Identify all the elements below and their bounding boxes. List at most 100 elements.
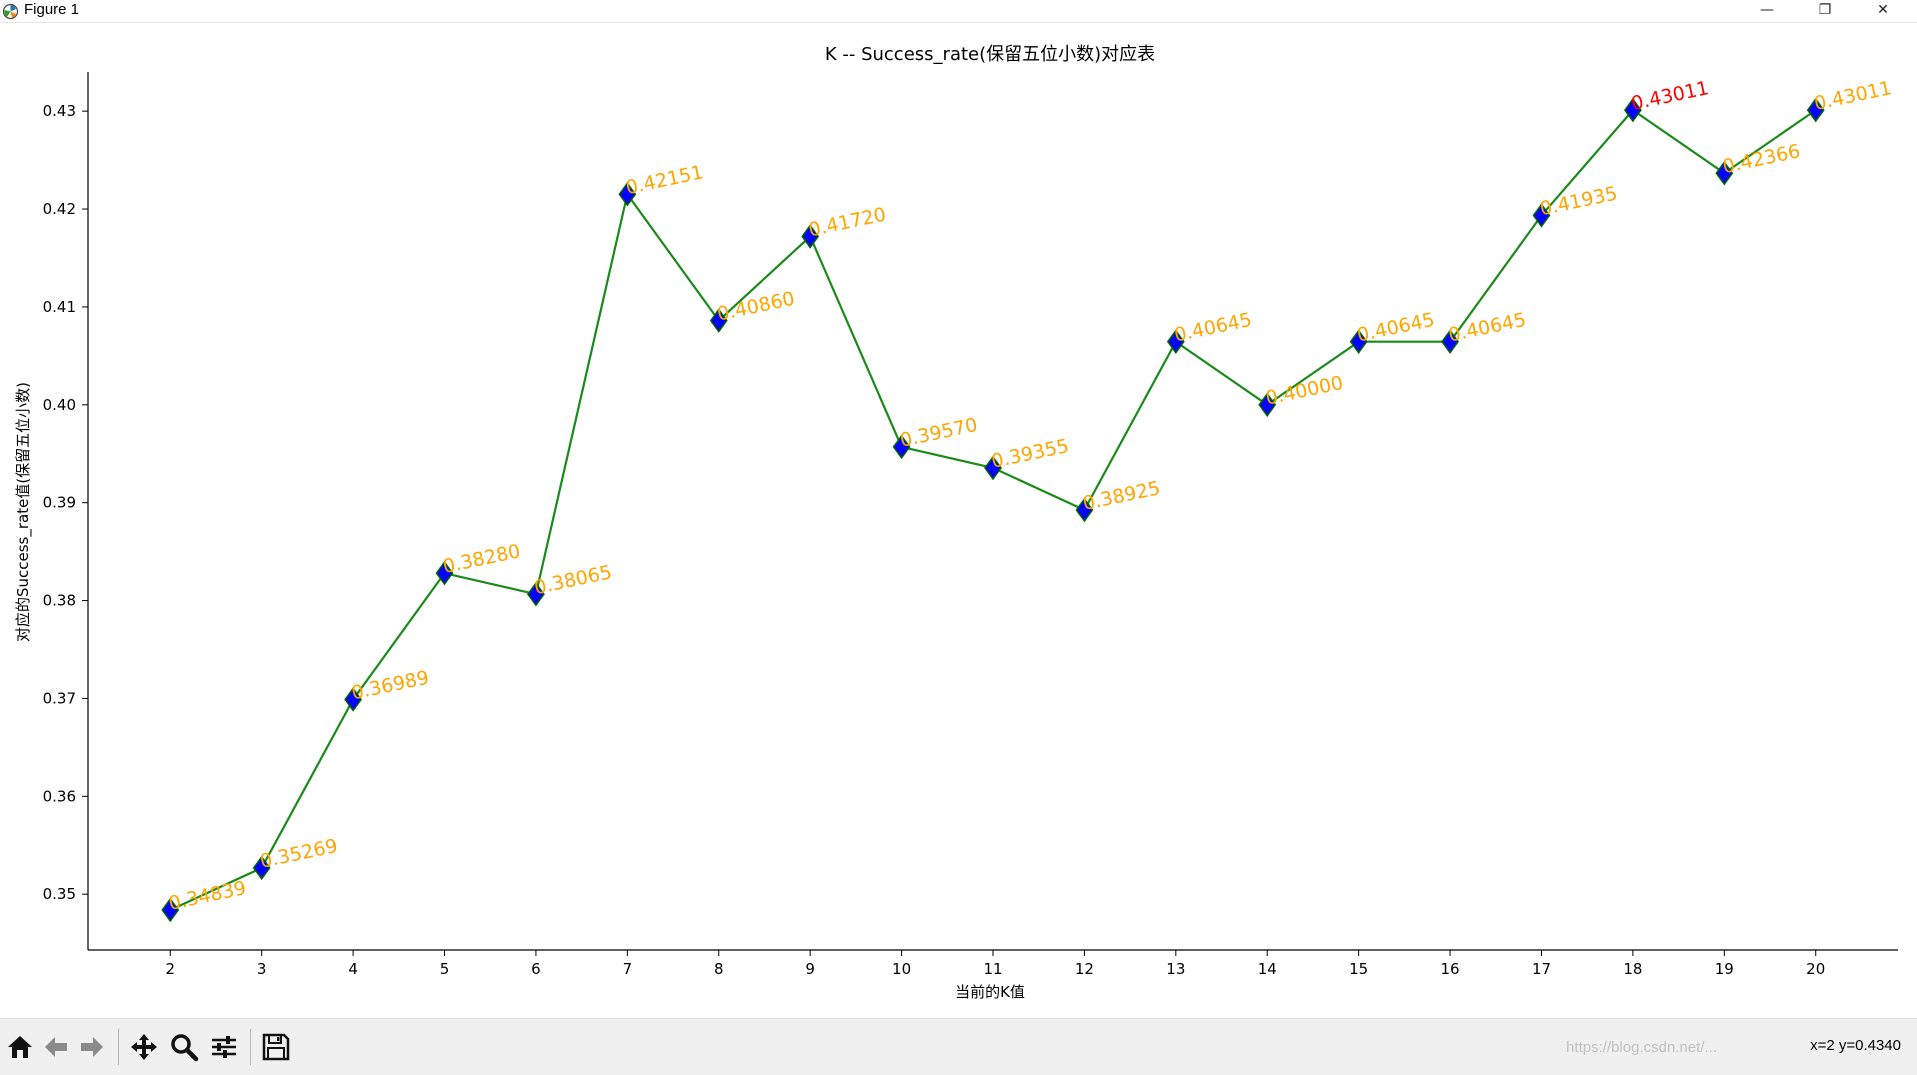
floppy-disk-icon [262, 1033, 290, 1061]
data-point-marker [435, 560, 454, 586]
configure-subplots-button[interactable] [206, 1028, 242, 1066]
home-icon [8, 1036, 32, 1058]
x-tick-label: 8 [714, 960, 724, 978]
data-point-marker [801, 224, 820, 249]
y-tick-label: 0.39 [43, 494, 76, 512]
x-tick-label: 19 [1715, 960, 1734, 978]
series [169, 108, 1817, 911]
x-axis-label: 当前的K值 [955, 983, 1025, 1001]
save-button[interactable] [258, 1028, 294, 1066]
data-label: 0.41720 [807, 203, 888, 241]
y-tick-label: 0.43 [43, 102, 76, 120]
magnifier-icon [171, 1034, 199, 1062]
data-point-marker [1806, 97, 1825, 123]
data-label: 0.40645 [1447, 309, 1528, 347]
back-button[interactable] [38, 1028, 74, 1066]
data-label: 0.43011 [1629, 77, 1710, 115]
data-label: 0.38925 [1081, 477, 1162, 515]
data-label: 0.39355 [989, 435, 1070, 473]
x-tick-label: 10 [892, 960, 911, 978]
data-label: 0.36989 [350, 667, 431, 705]
data-point-marker [1715, 160, 1734, 186]
y-tick-label: 0.35 [43, 885, 76, 903]
data-label: 0.40860 [715, 288, 796, 326]
data-label: 0.42366 [1721, 140, 1802, 178]
x-tick-label: 12 [1075, 960, 1094, 978]
y-tick-label: 0.41 [43, 298, 76, 316]
x-tick-label: 15 [1349, 960, 1368, 978]
close-button[interactable]: ✕ [1860, 0, 1906, 22]
series-line [169, 108, 1817, 911]
minimize-icon: — [1760, 2, 1774, 18]
data-point-marker [1532, 203, 1551, 228]
data-label: 0.40000 [1264, 372, 1345, 410]
data-point-marker [1441, 329, 1459, 354]
restore-icon: ❐ [1818, 2, 1832, 18]
y-axis-label: 对应的Success_rate值(保留五位小数) [14, 382, 33, 642]
y-tick-label: 0.36 [43, 787, 76, 805]
data-point-marker [1166, 329, 1185, 354]
x-ticks: 2 3 4 5 6 7 8 9 10 11 12 13 14 15 16 17 18 19 20 [165, 950, 1825, 978]
data-point-marker [709, 308, 728, 333]
data-point-marker [1349, 329, 1368, 354]
close-icon: ✕ [1877, 2, 1889, 18]
window-titlebar: Figure 1 — ❐ ✕ [0, 0, 1917, 23]
zoom-button[interactable] [166, 1028, 202, 1066]
x-tick-label: 20 [1806, 960, 1825, 978]
toolbar-separator [250, 1029, 251, 1065]
restore-button[interactable]: ❐ [1802, 0, 1848, 22]
x-tick-label: 9 [805, 960, 815, 978]
data-label: 0.43011 [1812, 77, 1893, 115]
x-tick-label: 5 [440, 960, 450, 978]
data-label: 0.34839 [167, 877, 248, 915]
x-tick-label: 2 [165, 960, 175, 978]
navigation-toolbar: https://blog.csdn.net/... x=2 y=0.4340 [0, 1018, 1917, 1075]
y-tick-label: 0.37 [43, 689, 76, 707]
data-point-marker [344, 687, 363, 712]
y-tick-label: 0.40 [43, 396, 76, 414]
forward-button[interactable] [74, 1028, 110, 1066]
data-point-marker [252, 855, 271, 881]
axes [87, 72, 1898, 951]
x-tick-label: 3 [257, 960, 267, 978]
data-label: 0.41935 [1538, 182, 1619, 220]
x-tick-label: 11 [983, 960, 1002, 978]
x-tick-label: 18 [1623, 960, 1642, 978]
pan-button[interactable] [126, 1028, 162, 1066]
data-point-marker [161, 897, 180, 923]
data-label: 0.42151 [624, 161, 705, 199]
data-point-marker [1623, 97, 1642, 123]
data-labels: 0.34839 0.35269 0.36989 0.38280 0.38065 0.421… [167, 77, 1894, 915]
data-label: 0.39570 [898, 414, 979, 452]
minimize-button[interactable]: — [1744, 0, 1790, 22]
data-point-marker [1075, 497, 1094, 523]
x-tick-label: 6 [531, 960, 541, 978]
arrow-left-icon [45, 1037, 67, 1057]
x-tick-label: 7 [623, 960, 633, 978]
y-ticks: 0.35 0.36 0.37 0.38 0.39 0.40 0.41 0.42 0.43 [43, 102, 88, 903]
markers [161, 97, 1825, 923]
data-point-marker [984, 455, 1002, 481]
x-tick-label: 17 [1532, 960, 1551, 978]
sliders-icon [212, 1036, 236, 1058]
data-label: 0.38280 [441, 540, 522, 578]
toolbar-separator [118, 1029, 119, 1065]
x-tick-label: 13 [1166, 960, 1185, 978]
data-point-marker [618, 181, 637, 207]
data-label: 0.38065 [532, 561, 613, 599]
data-point-marker [1258, 392, 1277, 418]
matplotlib-logo-icon [2, 3, 19, 20]
line-chart[interactable]: K -- Success_rate(保留五位小数)对应表 当前的K值 对应的Su… [0, 22, 1917, 1018]
data-label: 0.35269 [258, 835, 339, 873]
window-title: Figure 1 [24, 1, 80, 18]
y-tick-label: 0.38 [43, 592, 76, 610]
figure-canvas[interactable]: K -- Success_rate(保留五位小数)对应表 当前的K值 对应的Su… [0, 22, 1917, 1018]
move-icon [131, 1034, 157, 1060]
x-tick-label: 14 [1258, 960, 1277, 978]
home-button[interactable] [2, 1028, 38, 1066]
chart-title: K -- Success_rate(保留五位小数)对应表 [825, 44, 1155, 65]
data-point-marker [892, 434, 911, 460]
x-tick-label: 4 [348, 960, 358, 978]
x-tick-label: 16 [1441, 960, 1460, 978]
y-tick-label: 0.42 [43, 200, 76, 218]
